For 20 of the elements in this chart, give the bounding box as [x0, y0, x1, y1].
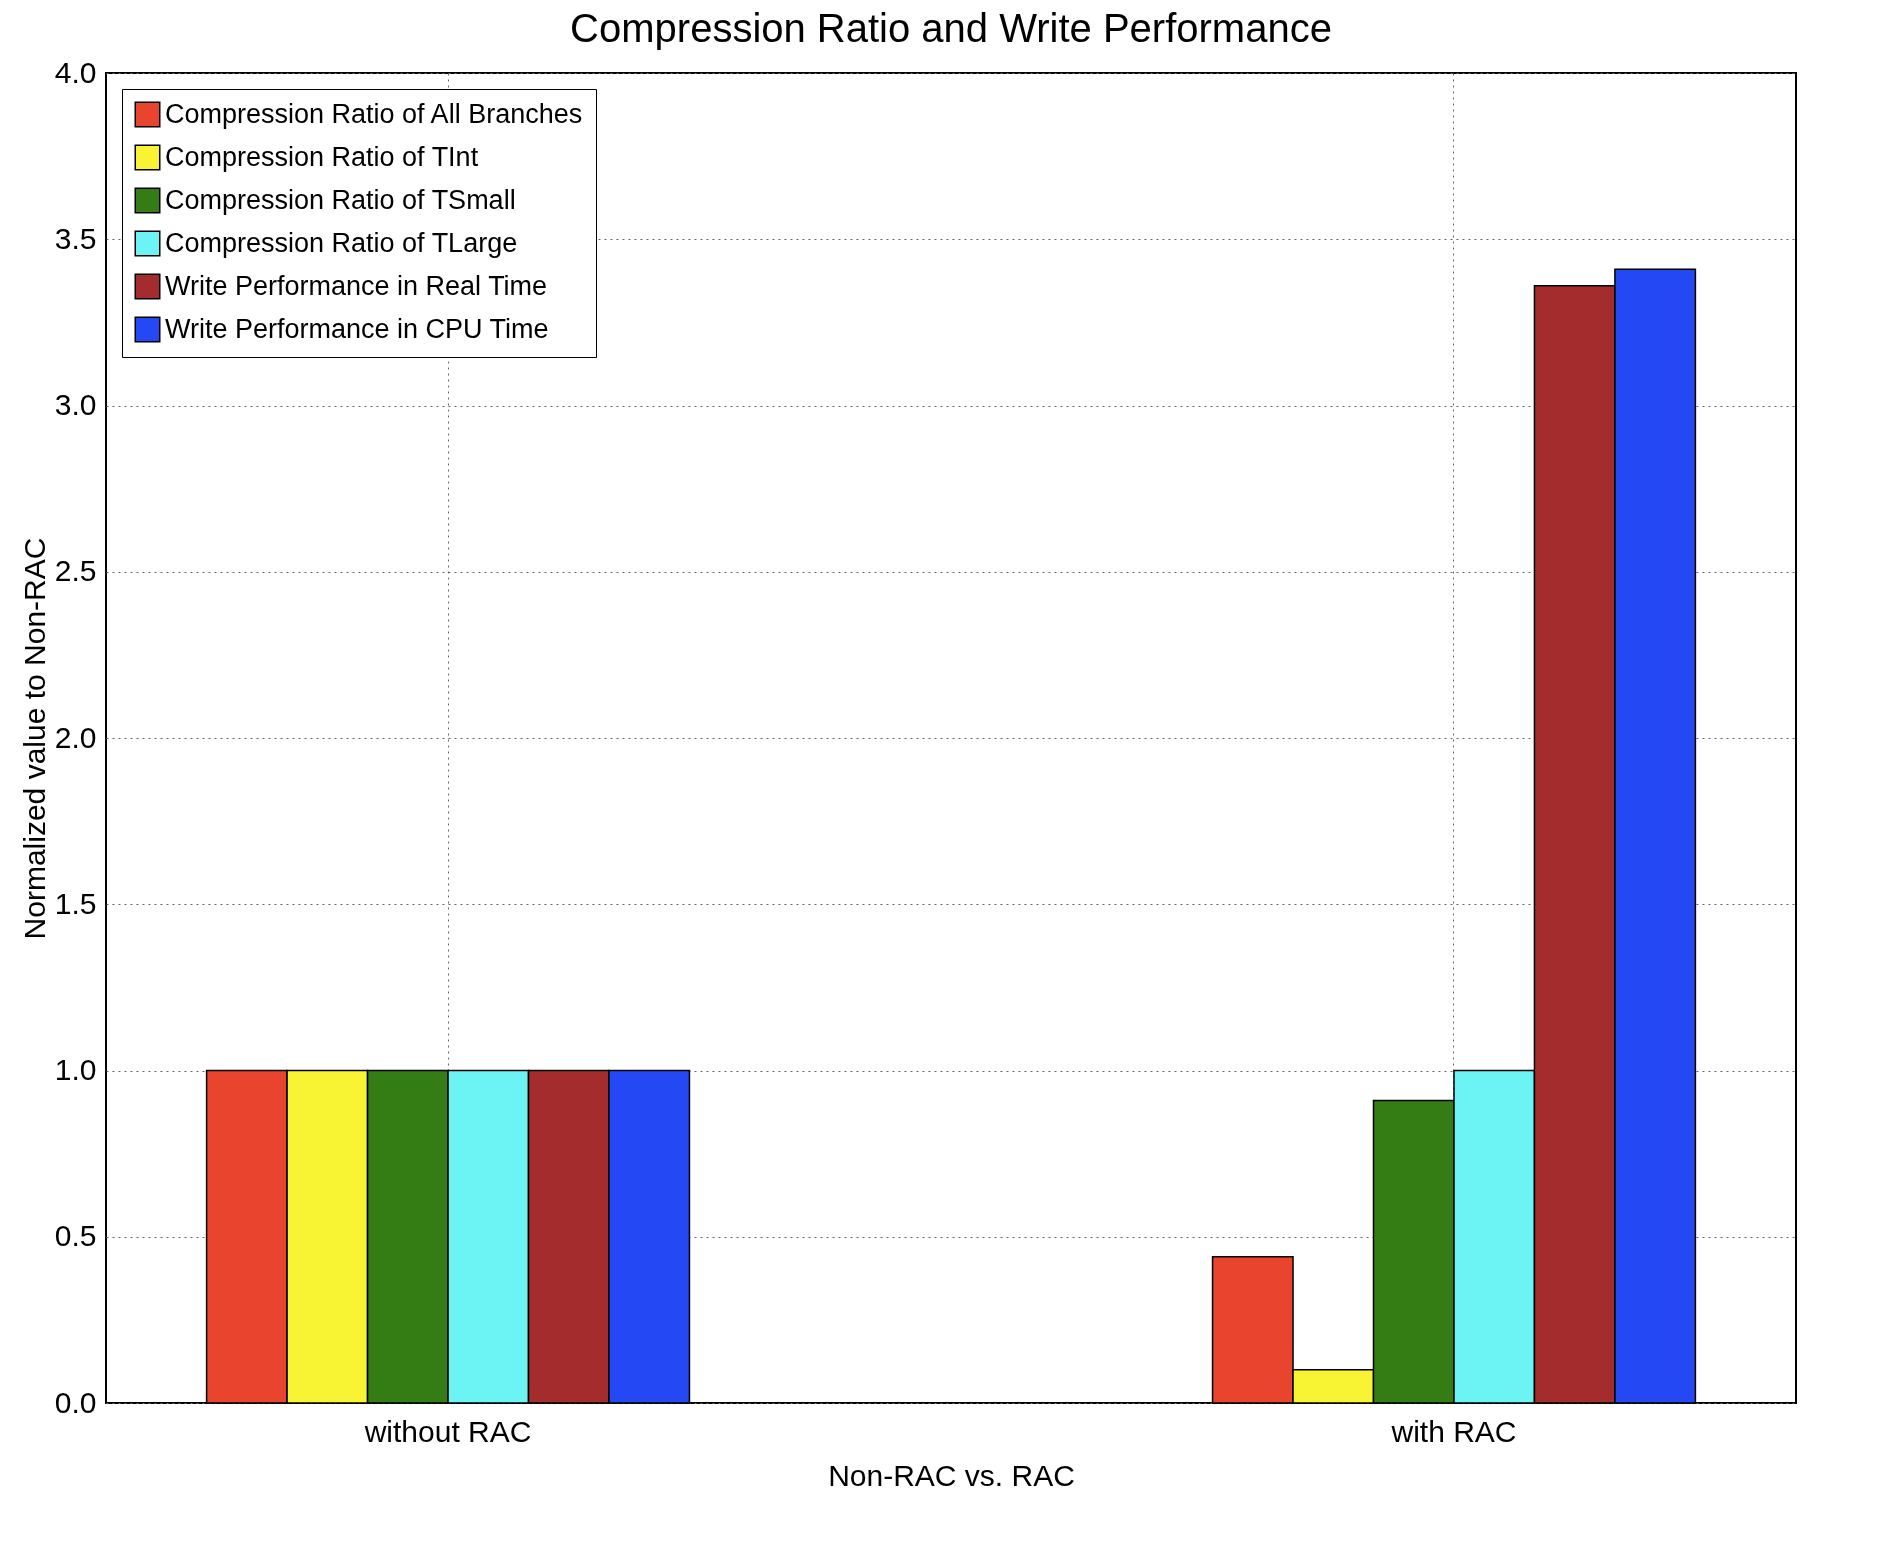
y-tick-label: 0.0 [54, 1385, 97, 1419]
y-tick-label: 1.5 [54, 886, 97, 920]
y-tick-label: 3.5 [54, 221, 97, 255]
legend-label: Compression Ratio of TInt [165, 141, 479, 172]
legend-label: Compression Ratio of TLarge [165, 227, 518, 258]
legend-label: Write Performance in CPU Time [165, 313, 549, 344]
legend-label: Compression Ratio of All Branches [165, 98, 583, 129]
chart-title: Compression Ratio and Write Performance [570, 6, 1332, 50]
y-tick-label: 2.0 [54, 720, 97, 754]
x-axis-title: Non-RAC vs. RAC [828, 1458, 1075, 1492]
y-axis-title: Normalized value to Non-RAC [17, 537, 51, 940]
y-tick-label: 4.0 [54, 55, 97, 89]
legend-label: Compression Ratio of TSmall [165, 184, 516, 215]
y-tick-label: 0.5 [54, 1219, 97, 1253]
x-tick-label: with RAC [1390, 1414, 1517, 1448]
y-tick-label: 3.0 [54, 388, 97, 421]
y-tick-label: 1.0 [54, 1053, 97, 1086]
y-tick-label: 2.5 [54, 554, 97, 588]
legend-label: Write Performance in Real Time [165, 270, 548, 301]
x-tick-label: without RAC [363, 1414, 532, 1448]
